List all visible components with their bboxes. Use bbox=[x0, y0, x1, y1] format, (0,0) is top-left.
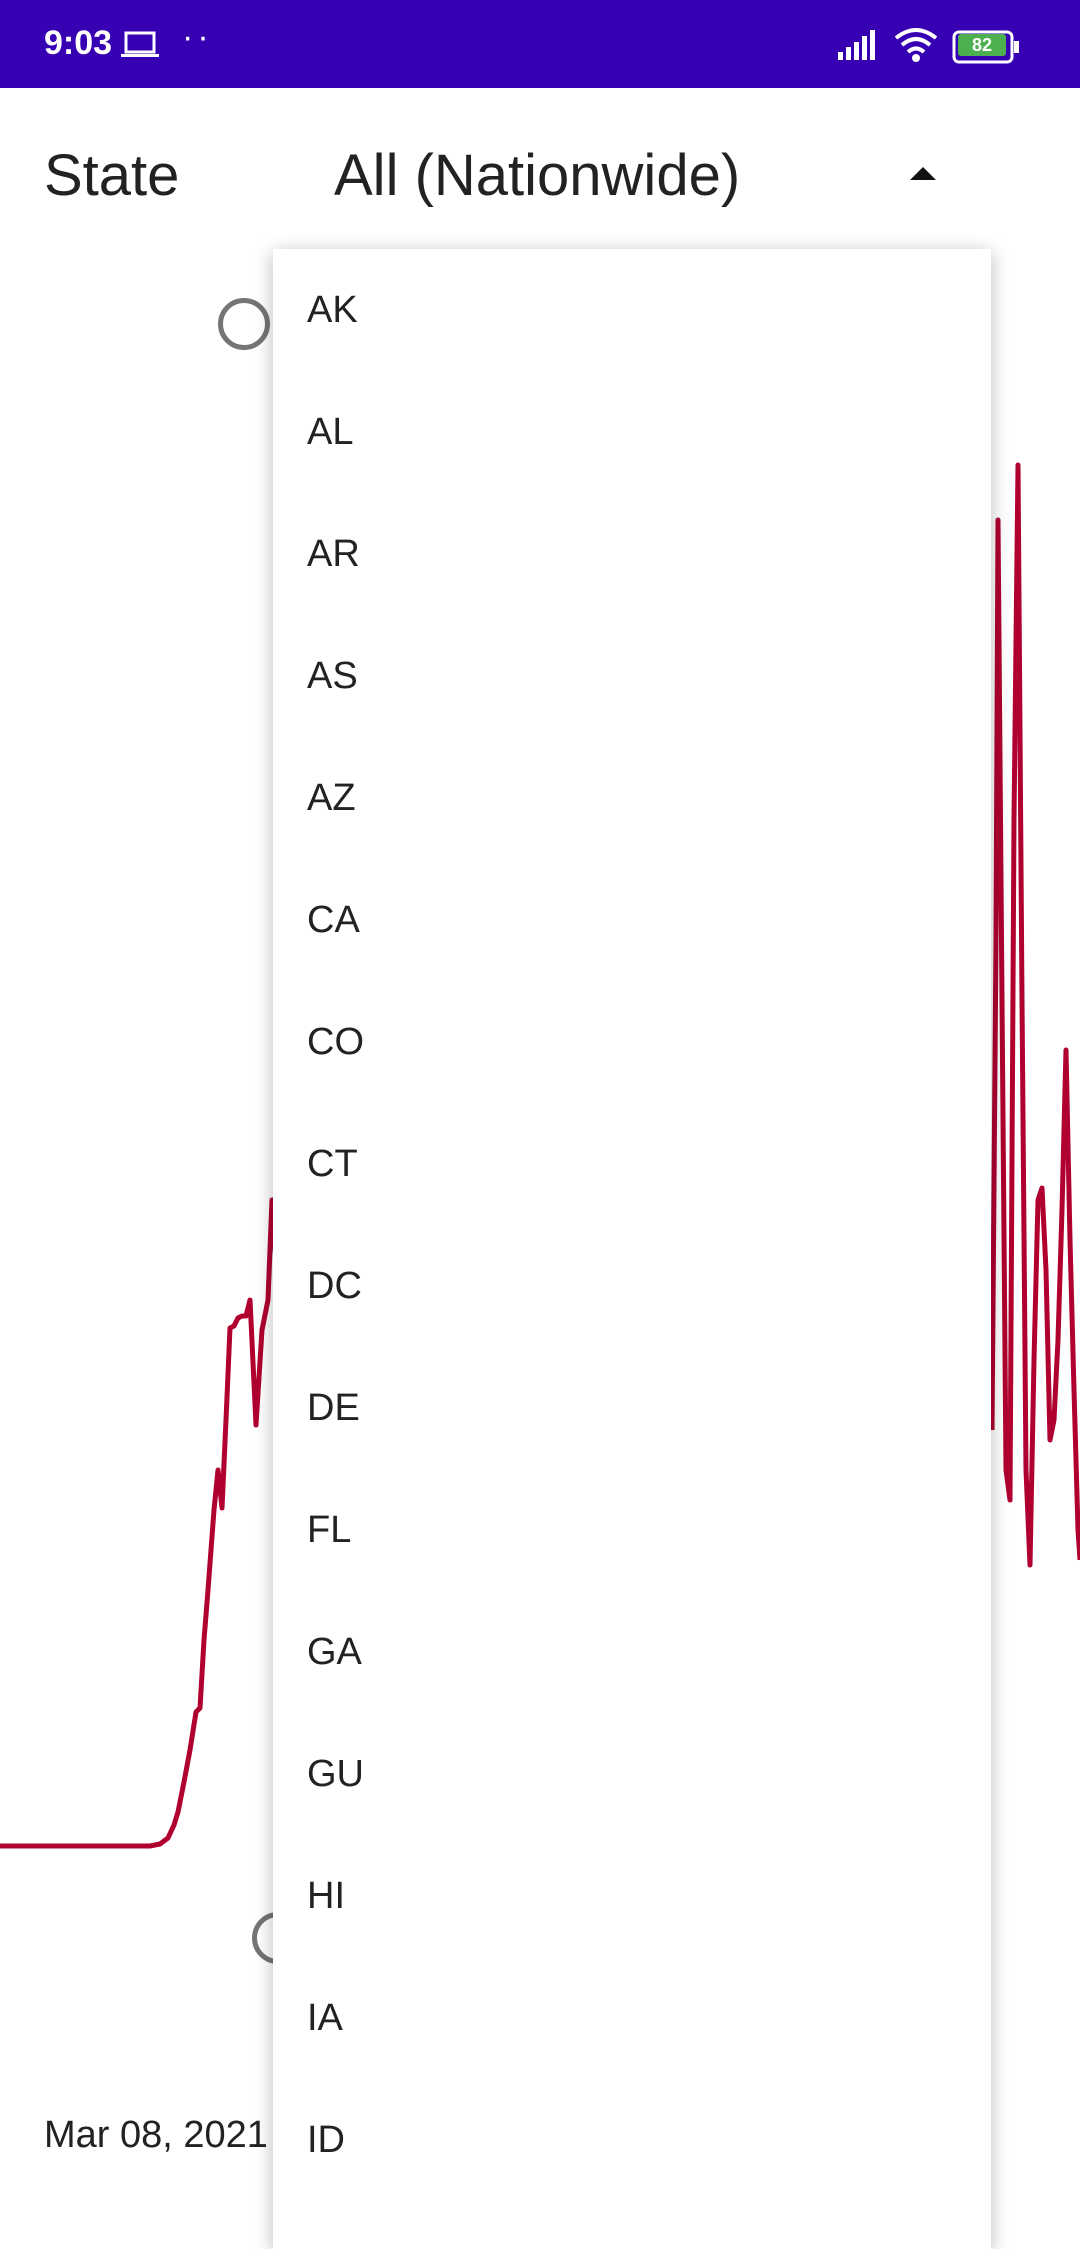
wifi-icon bbox=[894, 28, 938, 62]
dropdown-item[interactable]: CO bbox=[307, 1021, 364, 1063]
chevron-up-icon[interactable] bbox=[908, 164, 938, 182]
dropdown-item[interactable]: AS bbox=[307, 655, 358, 697]
battery-icon bbox=[952, 30, 1019, 64]
state-label: State bbox=[44, 143, 180, 208]
dropdown-item[interactable]: AZ bbox=[307, 777, 356, 819]
dropdown-item[interactable]: DE bbox=[307, 1387, 360, 1429]
radio-button[interactable] bbox=[218, 298, 270, 350]
notification-dots-icon: ·· bbox=[182, 18, 213, 56]
dropdown-item[interactable]: DC bbox=[307, 1265, 362, 1307]
date-label: Mar 08, 2021 bbox=[44, 2114, 268, 2156]
battery-level: 82 bbox=[958, 34, 1006, 56]
dropdown-item[interactable]: FL bbox=[307, 1509, 352, 1551]
dropdown-item[interactable]: CA bbox=[307, 899, 360, 941]
dropdown-item[interactable]: GU bbox=[307, 1753, 364, 1795]
dropdown-item[interactable]: CT bbox=[307, 1143, 358, 1185]
status-time: 9:03 bbox=[44, 24, 113, 62]
dropdown-item[interactable]: HI bbox=[307, 1875, 345, 1917]
dropdown-item[interactable]: AR bbox=[307, 533, 360, 575]
laptop-icon bbox=[121, 31, 159, 57]
dropdown-item[interactable]: ID bbox=[307, 2119, 345, 2161]
trend-line-right bbox=[989, 462, 1080, 1568]
dropdown-item[interactable]: IA bbox=[307, 1997, 343, 2039]
dropdown-item[interactable]: AK bbox=[307, 289, 358, 331]
dropdown-item[interactable]: AL bbox=[307, 411, 354, 453]
dropdown-item[interactable]: GA bbox=[307, 1631, 362, 1673]
signal-icon bbox=[838, 30, 875, 60]
state-select[interactable]: All (Nationwide) bbox=[334, 143, 741, 208]
state-dropdown-menu[interactable]: AK AL AR AS AZ CA CO CT DC DE FL GA GU H… bbox=[273, 249, 991, 2249]
status-bar: 9:03 ·· 82 bbox=[0, 0, 1080, 88]
